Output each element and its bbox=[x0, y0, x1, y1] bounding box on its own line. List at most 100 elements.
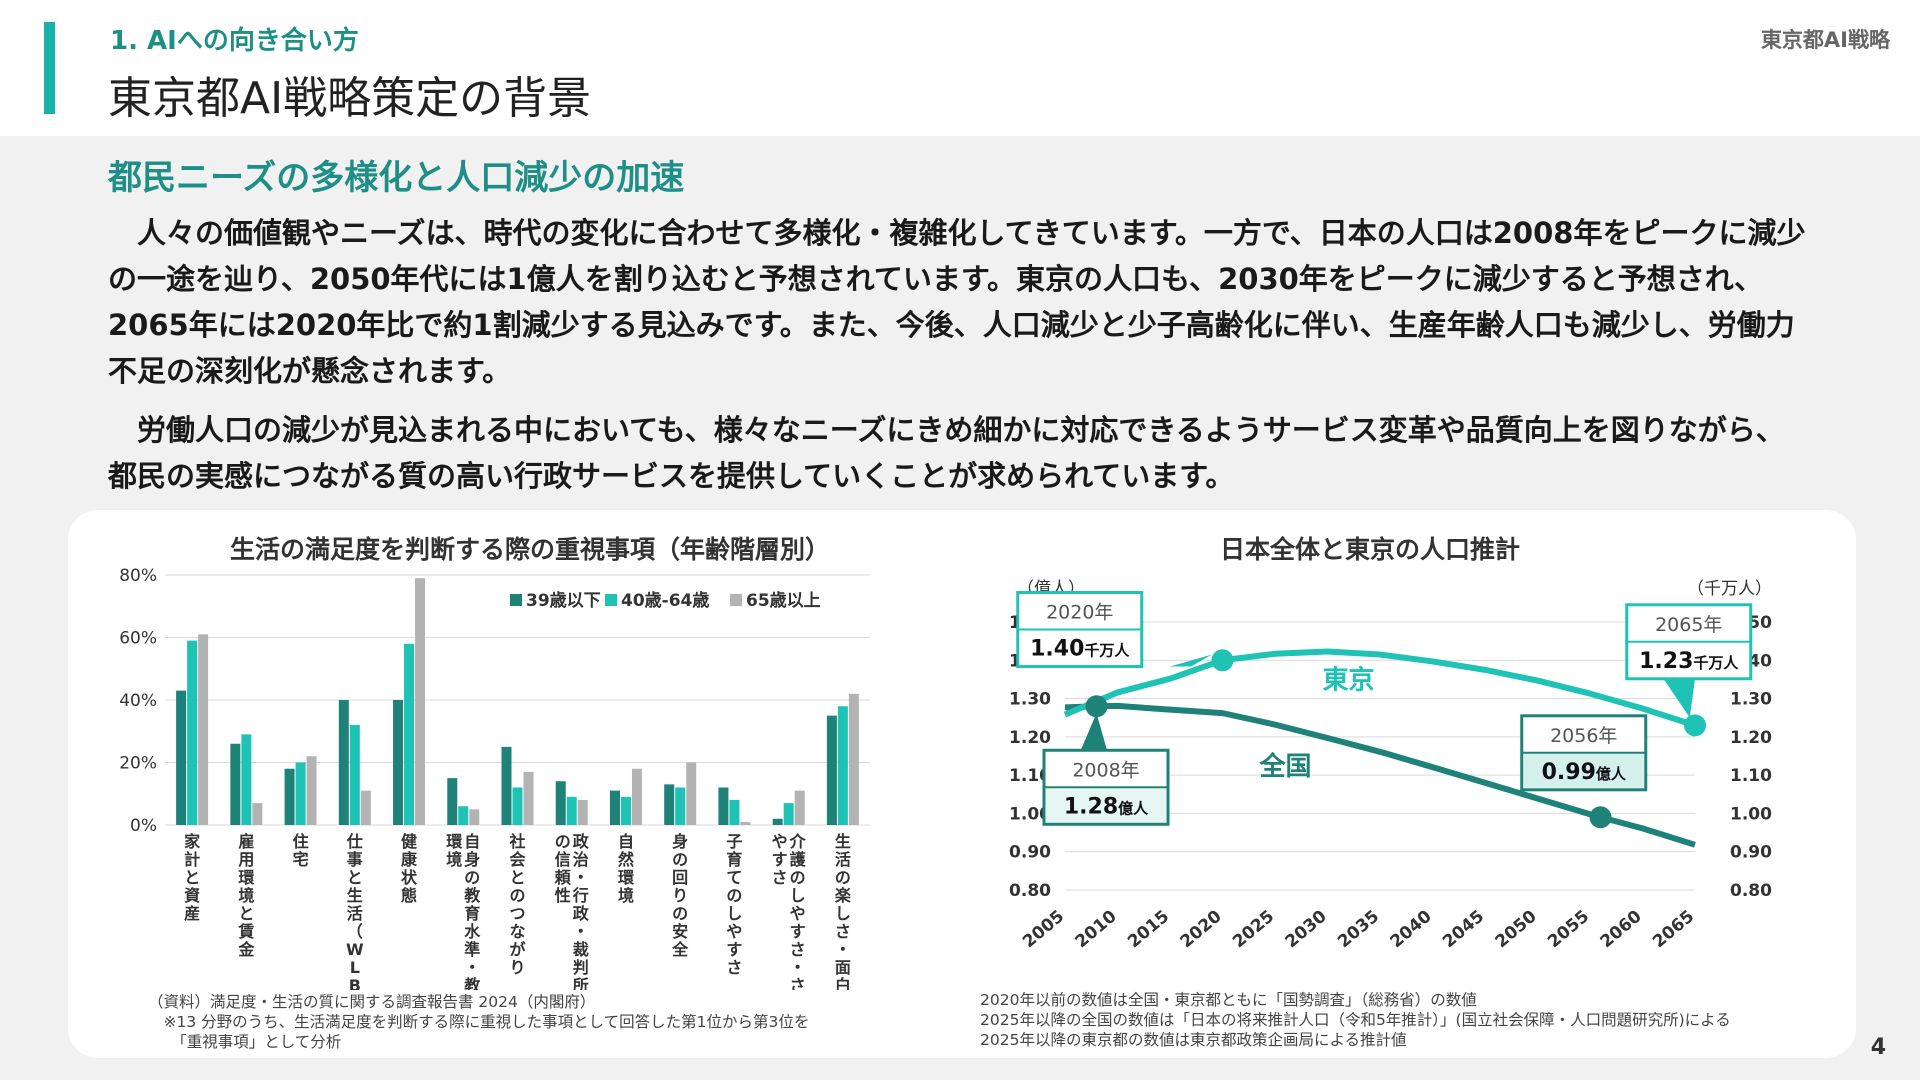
accent-bar bbox=[44, 22, 55, 114]
data-point-marker bbox=[1589, 806, 1612, 829]
x-category-label: 身の回りの安全 bbox=[671, 832, 689, 959]
x-category-label: 生活の楽しさ・面白さ bbox=[834, 832, 852, 990]
bar bbox=[566, 796, 577, 825]
bar bbox=[295, 762, 306, 825]
callout-year: 2065年 bbox=[1655, 614, 1722, 636]
y-left-tick-label: 0.90 bbox=[1009, 843, 1051, 863]
bar bbox=[523, 771, 534, 825]
section-subtitle: 都民ニーズの多様化と人口減少の加速 bbox=[108, 158, 685, 198]
bar bbox=[718, 787, 729, 825]
y-left-tick-label: 1.00 bbox=[1009, 804, 1051, 824]
x-tick-label: 2065 bbox=[1649, 907, 1698, 953]
bar bbox=[620, 796, 631, 825]
line-chart-notes: 2020年以前の数値は全国・東京都ともに「国勢調査」（総務省）の数値 2025年… bbox=[980, 991, 1731, 1049]
legend-label: 39歳以下 bbox=[526, 590, 601, 611]
line-chart-title: 日本全体と東京の人口推計 bbox=[1219, 535, 1520, 564]
x-tick-label: 2040 bbox=[1387, 906, 1436, 952]
x-category-label: 子育てのしやすさ bbox=[726, 832, 742, 977]
callout-value-bg bbox=[1046, 787, 1166, 823]
y-tick-label: 60% bbox=[119, 629, 157, 649]
paragraph-1: 人々の価値観やニーズは、時代の変化に合わせて多様化・複雑化してきています。一方で… bbox=[108, 216, 1806, 388]
bar bbox=[686, 762, 697, 825]
bar bbox=[631, 768, 642, 825]
bar bbox=[794, 790, 805, 825]
y-tick-label: 0% bbox=[130, 816, 157, 836]
y-axis-right-label: （千万人） bbox=[1687, 579, 1772, 599]
series-label: 東京 bbox=[1322, 665, 1374, 696]
bar bbox=[675, 787, 686, 825]
page-title: 東京都AI戦略策定の背景 bbox=[108, 73, 592, 124]
callout-value: 1.40千万人 bbox=[1030, 637, 1130, 662]
bar bbox=[740, 821, 751, 825]
bar bbox=[664, 784, 675, 825]
x-tick-label: 2020 bbox=[1177, 906, 1226, 952]
bar bbox=[772, 818, 783, 825]
y-right-tick-label: 1.00 bbox=[1730, 804, 1772, 824]
bar bbox=[230, 743, 241, 825]
bar bbox=[848, 693, 859, 825]
bar-chart-notes: （資料）満足度・生活の質に関する調査報告書 2024（内閣府） ※13 分野のう… bbox=[148, 993, 810, 1051]
y-tick-label: 20% bbox=[119, 754, 157, 774]
section-label: 1. AIへの向き合い方 bbox=[110, 26, 359, 56]
line-chart: （億人） （千万人）0.80 0.800.90 0.901.00 1.001.10 1.1… bbox=[1009, 579, 1772, 953]
callout-value: 0.99億人 bbox=[1542, 760, 1627, 785]
header: 1. AIへの向き合い方 東京都AI戦略策定の背景 東京都AI戦略 bbox=[0, 0, 1920, 136]
y-left-tick-label: 1.30 bbox=[1009, 690, 1051, 710]
bar bbox=[349, 725, 360, 825]
x-tick-label: 2025 bbox=[1229, 907, 1278, 953]
x-category-label: 社会とのつながり bbox=[508, 832, 525, 977]
callout-pointer bbox=[1080, 713, 1107, 751]
y-left-tick-label: 1.10 bbox=[1009, 766, 1051, 786]
y-tick-label: 80% bbox=[119, 566, 157, 586]
bar bbox=[393, 700, 404, 825]
callout-value: 1.23千万人 bbox=[1639, 649, 1739, 674]
callout-value: 1.28億人 bbox=[1064, 794, 1149, 819]
x-tick-label: 2060 bbox=[1597, 906, 1646, 952]
bar bbox=[783, 803, 794, 825]
document-name: 東京都AI戦略 bbox=[1760, 28, 1890, 52]
legend-swatch bbox=[730, 594, 742, 606]
x-category-label: 健康状態 bbox=[401, 832, 418, 905]
y-right-tick-label: 0.80 bbox=[1730, 881, 1772, 901]
bar bbox=[404, 643, 415, 825]
y-right-tick-label: 1.10 bbox=[1730, 766, 1772, 786]
bar bbox=[555, 781, 566, 825]
bar bbox=[837, 706, 848, 825]
data-point-marker bbox=[1684, 714, 1706, 737]
y-right-tick-label: 1.30 bbox=[1730, 690, 1772, 710]
bar bbox=[360, 790, 371, 825]
callout-value-bg bbox=[1019, 629, 1140, 665]
bar bbox=[512, 787, 523, 825]
bar bbox=[501, 746, 512, 825]
bar bbox=[187, 640, 198, 825]
callout-value-bg bbox=[1523, 752, 1644, 788]
bar bbox=[447, 778, 458, 825]
bar bbox=[609, 790, 620, 825]
bar bbox=[338, 700, 349, 825]
bar bbox=[826, 715, 837, 825]
legend-swatch bbox=[605, 594, 617, 606]
x-tick-label: 2010 bbox=[1072, 906, 1121, 952]
x-tick-label: 2005 bbox=[1019, 907, 1068, 953]
bar-chart-title: 生活の満足度を判断する際の重視事項（年齢階層別） bbox=[229, 535, 830, 564]
bar-chart: 0% 20% 40% 60% 80% 家計と資産 雇用環境と賃金 住宅 仕事と生活（WLB） 健康… bbox=[119, 566, 870, 990]
page-number: 4 bbox=[1870, 1035, 1886, 1060]
x-tick-label: 2015 bbox=[1124, 907, 1173, 953]
x-tick-label: 2030 bbox=[1282, 906, 1331, 952]
bar bbox=[252, 803, 263, 825]
x-tick-label: 2055 bbox=[1544, 907, 1593, 953]
bar bbox=[176, 690, 187, 825]
y-right-tick-label: 1.20 bbox=[1730, 728, 1772, 748]
x-category-label: 雇用環境と賃金 bbox=[237, 832, 255, 959]
callout-pointer bbox=[1663, 678, 1695, 718]
y-right-tick-label: 0.90 bbox=[1730, 843, 1772, 863]
paragraph-2: 労働人口の減少が見込まれる中においても、様々なニーズにきめ細かに対応できるようサ… bbox=[108, 413, 1785, 493]
bar bbox=[415, 578, 426, 825]
x-category-label: の信頼性 bbox=[555, 832, 572, 905]
bar bbox=[469, 809, 480, 825]
x-category-label: 住宅 bbox=[293, 832, 309, 869]
data-point-marker bbox=[1211, 649, 1234, 672]
series-line bbox=[1063, 648, 1696, 729]
bar bbox=[306, 756, 317, 825]
x-category-label: 介護のしやすさ・され bbox=[789, 832, 807, 990]
